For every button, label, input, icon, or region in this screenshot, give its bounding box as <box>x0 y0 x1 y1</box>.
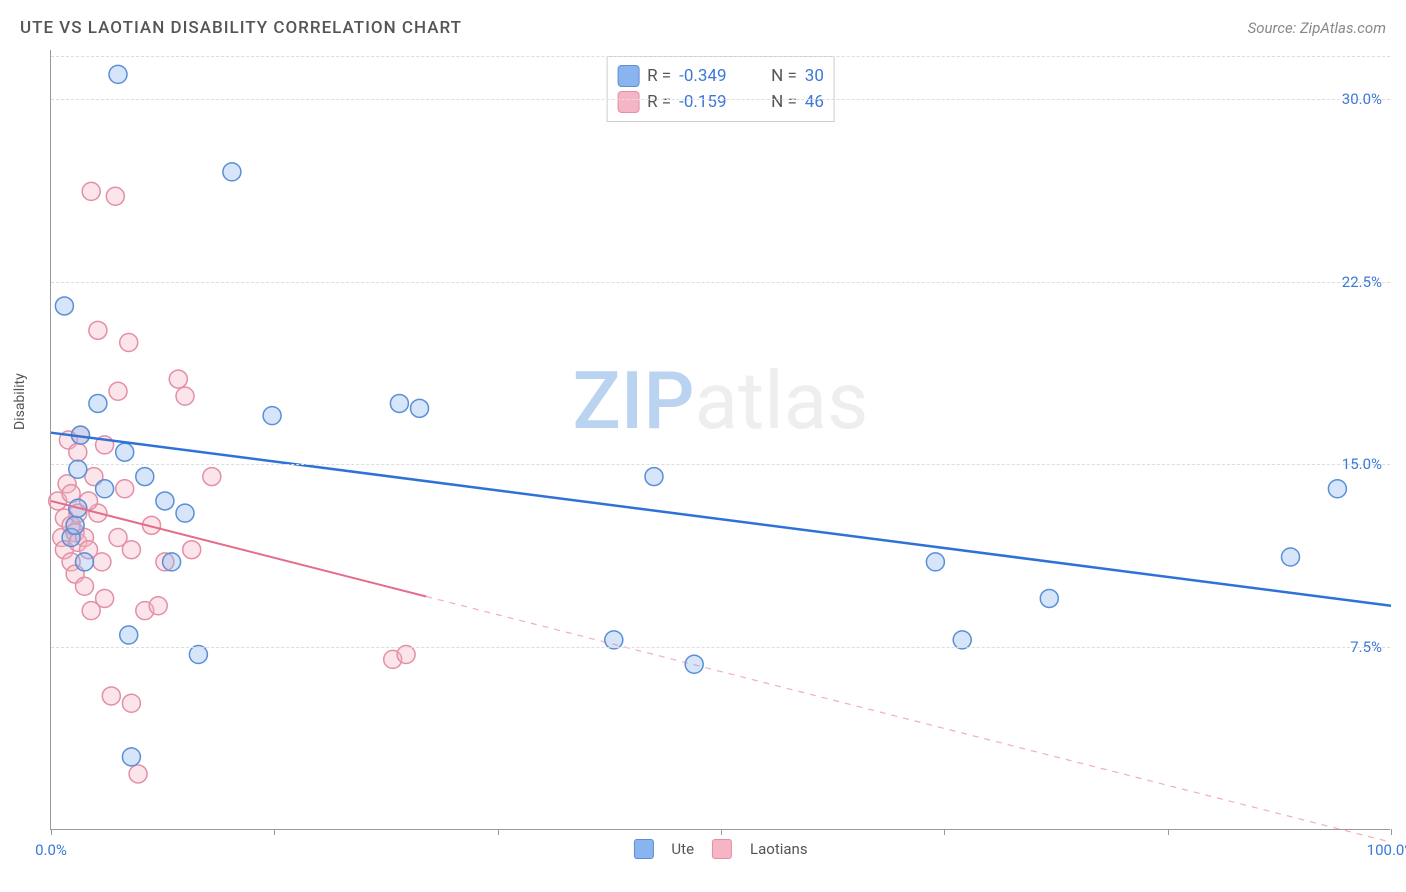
x-tick-label: 0.0% <box>35 841 67 859</box>
y-tick-label: 7.5% <box>1350 638 1382 656</box>
data-point <box>223 163 241 181</box>
plot-svg <box>51 50 1390 829</box>
legend-r-label: R = <box>647 92 671 112</box>
data-point <box>1328 480 1346 498</box>
legend-n-value: 46 <box>805 92 824 112</box>
trend-line <box>51 433 1391 606</box>
legend-n-label: N = <box>771 92 797 112</box>
legend-swatch <box>617 65 639 87</box>
x-tick-label: 100.0% <box>1367 841 1406 859</box>
data-point <box>89 321 107 339</box>
data-point <box>1282 548 1300 566</box>
data-point <box>96 480 114 498</box>
chart-title: UTE VS LAOTIAN DISABILITY CORRELATION CH… <box>20 18 462 38</box>
chart-header: UTE VS LAOTIAN DISABILITY CORRELATION CH… <box>20 18 1386 38</box>
legend-swatch <box>617 91 639 113</box>
legend-row: R = -0.349 N = 30 <box>617 63 824 89</box>
data-point <box>136 468 154 486</box>
gridline <box>51 99 1390 100</box>
data-point <box>109 382 127 400</box>
x-tick-mark <box>51 829 52 835</box>
data-point <box>411 399 429 417</box>
legend-swatch <box>633 839 653 859</box>
data-point <box>605 631 623 649</box>
x-tick-mark <box>944 829 945 835</box>
correlation-legend: R = -0.349 N = 30 R = -0.159 N = 46 <box>606 56 835 122</box>
data-point <box>645 468 663 486</box>
legend-n-label: N = <box>771 66 797 86</box>
data-point <box>156 492 174 510</box>
x-tick-mark <box>721 829 722 835</box>
data-point <box>120 626 138 644</box>
data-point <box>116 480 134 498</box>
x-tick-mark <box>274 829 275 835</box>
data-point <box>106 187 124 205</box>
data-point <box>66 516 84 534</box>
data-point <box>176 504 194 522</box>
data-point <box>89 394 107 412</box>
data-point <box>953 631 971 649</box>
gridline <box>51 464 1390 465</box>
legend-r-value: -0.159 <box>679 92 749 112</box>
data-point <box>76 553 94 571</box>
chart-source: Source: ZipAtlas.com <box>1248 19 1386 37</box>
gridline <box>51 282 1390 283</box>
data-point <box>96 589 114 607</box>
chart-area: ZIPatlas R = -0.349N = 30R = -0.159N = 4… <box>50 50 1390 830</box>
data-point <box>183 541 201 559</box>
gridline <box>51 647 1390 648</box>
x-tick-mark <box>1391 829 1392 835</box>
data-point <box>122 748 140 766</box>
x-tick-mark <box>1168 829 1169 835</box>
data-point <box>116 443 134 461</box>
data-point <box>82 182 100 200</box>
legend-swatch <box>712 839 732 859</box>
data-point <box>263 407 281 425</box>
data-point <box>69 443 87 461</box>
y-axis-label: Disability <box>12 373 28 430</box>
data-point <box>102 687 120 705</box>
data-point <box>1040 589 1058 607</box>
data-point <box>129 765 147 783</box>
data-point <box>122 541 140 559</box>
legend-r-label: R = <box>647 66 671 86</box>
legend-r-value: -0.349 <box>679 66 749 86</box>
data-point <box>149 597 167 615</box>
legend-row: R = -0.159 N = 46 <box>617 89 824 115</box>
trend-line-dashed <box>426 596 1391 842</box>
data-point <box>169 370 187 388</box>
y-tick-label: 22.5% <box>1342 273 1382 291</box>
x-tick-mark <box>498 829 499 835</box>
data-point <box>926 553 944 571</box>
data-point <box>397 646 415 664</box>
data-point <box>189 646 207 664</box>
data-point <box>93 553 111 571</box>
legend-label: Laotians <box>750 840 808 858</box>
data-point <box>163 553 181 571</box>
y-tick-label: 15.0% <box>1342 455 1382 473</box>
data-point <box>122 694 140 712</box>
legend-label: Ute <box>671 840 694 858</box>
series-legend: Ute Laotians <box>633 839 807 859</box>
data-point <box>69 460 87 478</box>
data-point <box>109 65 127 83</box>
data-point <box>120 334 138 352</box>
data-point <box>176 387 194 405</box>
data-point <box>76 577 94 595</box>
data-point <box>203 468 221 486</box>
trend-line <box>51 501 426 597</box>
data-point <box>390 394 408 412</box>
legend-n-value: 30 <box>805 66 824 86</box>
y-tick-label: 30.0% <box>1342 90 1382 108</box>
data-point <box>55 297 73 315</box>
gridline <box>51 56 1390 57</box>
